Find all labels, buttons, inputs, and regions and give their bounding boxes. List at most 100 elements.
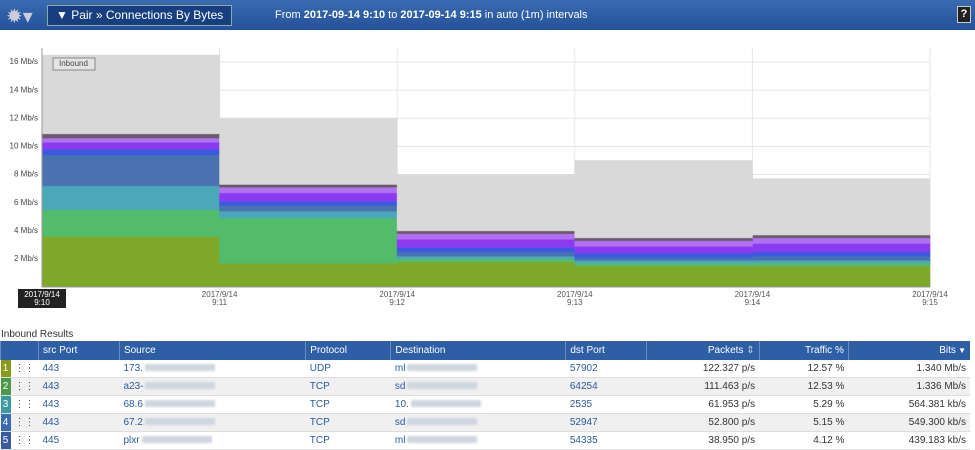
- redacted-text: [141, 436, 212, 443]
- table-cell: TCP: [305, 413, 391, 432]
- table-cell: 564.381 kb/s: [848, 395, 970, 414]
- area-segment: [219, 117, 398, 185]
- rank-cell: 1: [0, 360, 11, 378]
- column-header: Packets: [646, 341, 760, 360]
- row-menu-icon[interactable]: ⋮⋮: [10, 360, 39, 378]
- range-text: From: [275, 9, 301, 21]
- table-cell: 12.53 %: [759, 377, 849, 396]
- area-segment: [396, 247, 576, 253]
- table-row: 3 ⋮⋮ 443 68.6 TCP 10. 2535 61.953 p/s 5.29 % 564.…: [0, 395, 970, 414]
- table-cell: 122.327 p/s: [646, 360, 760, 378]
- table-cell: 443: [38, 377, 120, 396]
- table-cell: 61.953 p/s: [646, 395, 760, 414]
- rank-cell: 4: [0, 413, 11, 432]
- area-segment: [751, 265, 931, 288]
- table-cell: 12.57 %: [759, 360, 849, 378]
- chart: 2 Mb/s 4 Mb/s 6 Mb/s 8 Mb/s 10 Mb/s 12 Mb/s 14…: [10, 48, 948, 308]
- x-tick-label: 9:14: [745, 298, 761, 307]
- y-tick-label: 4 Mb/s: [14, 226, 38, 235]
- area-segment: [41, 141, 221, 150]
- table-cell: 10.: [390, 395, 566, 414]
- table-cell: 5.29 %: [759, 395, 849, 414]
- column-header: Traffic %: [758, 341, 849, 360]
- redacted-text: [407, 418, 478, 425]
- area-segment: [751, 178, 931, 236]
- settings-icon[interactable]: ✹▾: [6, 6, 33, 28]
- table-cell: 52947: [565, 413, 647, 432]
- area-segment: [219, 204, 398, 212]
- area-segment: [396, 233, 576, 240]
- x-tick-label: 2017/9/14: [379, 290, 415, 299]
- area-segment: [396, 174, 576, 232]
- table-cell: sd: [390, 413, 566, 432]
- redacted-text: [144, 418, 215, 425]
- table-cell: 443: [38, 360, 120, 378]
- area-segment: [574, 245, 753, 254]
- column-header: Bits: [847, 341, 970, 360]
- area-segment: [41, 209, 221, 237]
- table-title: Inbound Results: [1, 329, 74, 340]
- area-segment: [219, 200, 398, 206]
- area-segment: [751, 255, 931, 261]
- view-menu[interactable]: ▼ Pair » Connections By Bytes: [47, 5, 233, 26]
- row-menu-icon[interactable]: ⋮⋮: [10, 413, 39, 432]
- row-menu-icon[interactable]: ⋮⋮: [10, 377, 39, 396]
- redacted-text: [407, 382, 478, 389]
- area-segment: [219, 262, 398, 288]
- table-row: 1 ⋮⋮ 443 173. UDP ml 57902 122.327 p/s 12.57 % 1.…: [0, 360, 970, 378]
- header: ✹▾ ▼ Pair » Connections By Bytes From 20…: [0, 0, 975, 30]
- x-tick-label: 2017/9/14: [912, 290, 948, 299]
- table-cell: 57902: [565, 360, 647, 378]
- help-button[interactable]: ?: [957, 6, 971, 23]
- rank-cell: 2: [0, 377, 11, 396]
- x-tick-label: 9:13: [567, 298, 583, 307]
- area-segment: [396, 261, 576, 288]
- table-cell: 67.2: [119, 413, 306, 432]
- range-text: to: [388, 9, 398, 21]
- redacted-text: [407, 364, 478, 371]
- area-segment: [751, 242, 931, 253]
- table-cell: 443: [38, 395, 120, 414]
- area-segment: [751, 251, 931, 257]
- redacted-text: [144, 400, 215, 407]
- area-segment: [219, 192, 398, 202]
- area-segment: [396, 251, 576, 257]
- column-header: Source: [118, 341, 306, 360]
- area-segment: [41, 235, 221, 288]
- column-header: dst Port: [565, 341, 647, 360]
- x-tick-label: 9:11: [212, 298, 228, 307]
- y-tick-label: 6 Mb/s: [14, 198, 38, 207]
- range-from: 2017-09-14 9:10: [303, 9, 386, 21]
- annotation: Inbound: [59, 59, 88, 68]
- table-cell: ml: [390, 360, 566, 378]
- row-menu-icon[interactable]: ⋮⋮: [10, 395, 39, 414]
- table-row: 2 ⋮⋮ 443 a23- TCP sd 64254 111.463 p/s 12.53 % 1.…: [0, 377, 970, 396]
- column-header: src Port: [38, 341, 120, 360]
- table-cell: 64254: [565, 377, 647, 396]
- y-tick-label: 16 Mb/s: [10, 57, 38, 66]
- table-cell: TCP: [305, 395, 391, 414]
- table-cell: 1.336 Mb/s: [848, 377, 970, 396]
- annotation-box: [52, 57, 96, 71]
- x-tick-label: 2017/9/14: [24, 290, 60, 299]
- column-header: Protocol: [305, 341, 391, 360]
- y-tick-label: 12 Mb/s: [10, 113, 38, 122]
- x-tick-label: 9:15: [922, 298, 938, 307]
- range-to: 2017-09-14 9:15: [400, 9, 482, 21]
- area-segment: [41, 137, 221, 143]
- table-cell: 111.463 p/s: [646, 377, 760, 396]
- table-cell: TCP: [305, 377, 391, 396]
- x-tick-label: 2017/9/14: [735, 290, 771, 299]
- area-segment: [219, 210, 398, 219]
- table-cell: UDP: [305, 360, 391, 378]
- table-row: 4 ⋮⋮ 443 67.2 TCP sd 52947 52.800 p/s 5.15 % 549.…: [0, 413, 970, 432]
- table-cell: 5.15 %: [759, 413, 849, 432]
- redacted-text: [407, 436, 478, 443]
- redacted-text: [145, 382, 216, 389]
- x-tick-label: 2017/9/14: [557, 290, 593, 299]
- y-tick-label: 8 Mb/s: [14, 170, 38, 179]
- area-segment: [219, 217, 398, 264]
- table-cell: sd: [390, 377, 566, 396]
- column-header: Destination: [390, 341, 566, 360]
